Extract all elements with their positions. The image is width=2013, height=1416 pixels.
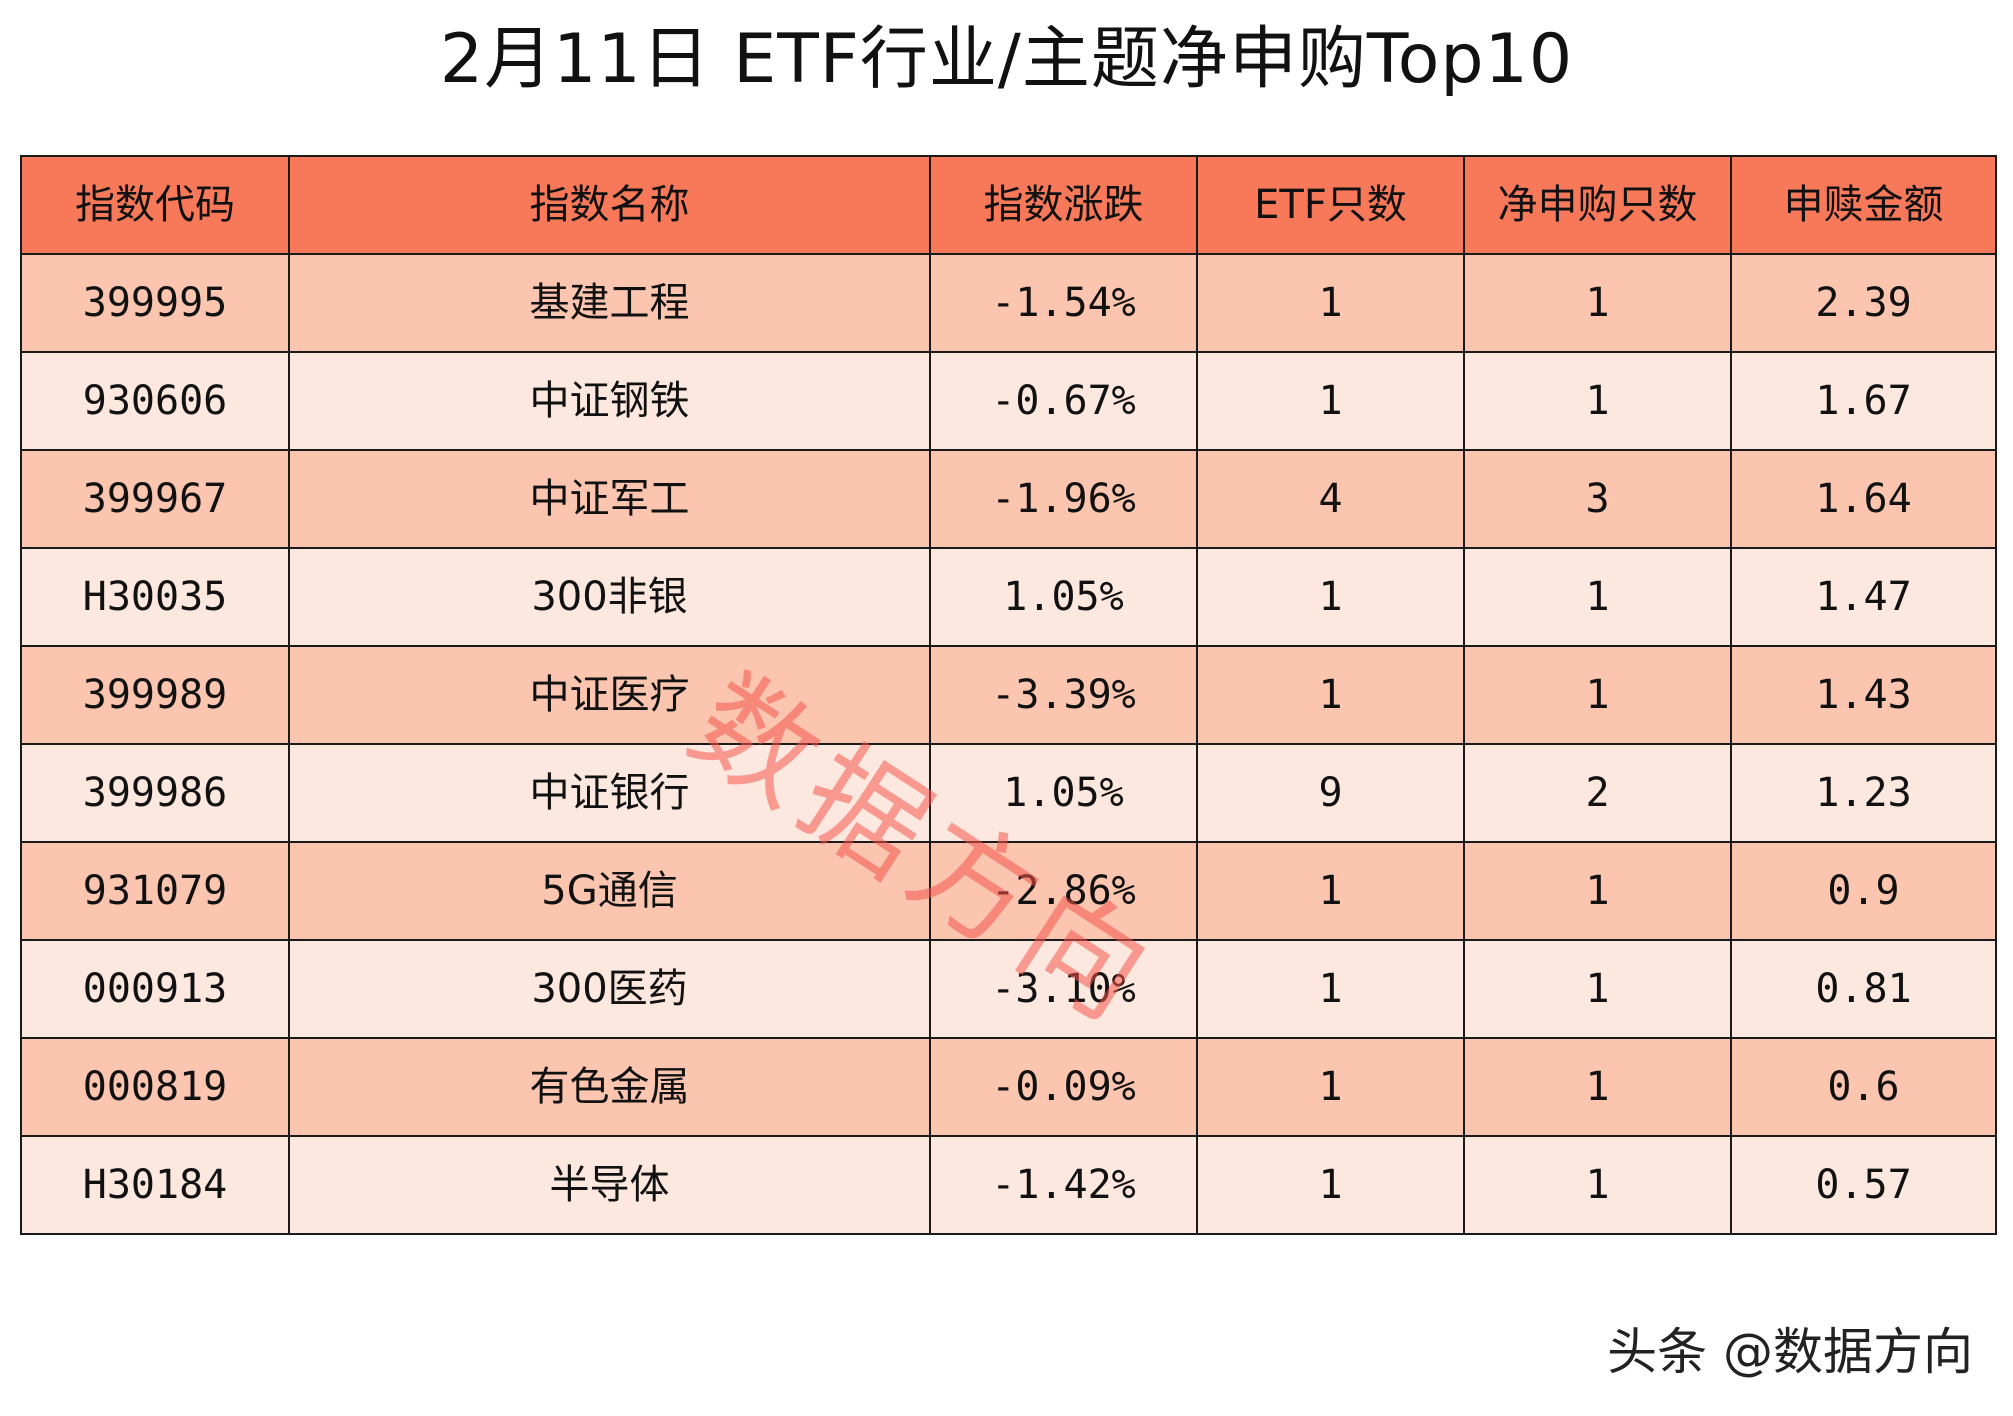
cell-amount: 1.67 <box>1730 351 1997 451</box>
cell-net-count: 1 <box>1463 1135 1732 1235</box>
cell-index-name: 300非银 <box>288 547 931 647</box>
cell-amount: 1.43 <box>1730 645 1997 745</box>
cell-net-count: 2 <box>1463 743 1732 843</box>
table-row: 399995 基建工程 -1.54% 1 1 2.39 <box>20 253 1997 353</box>
table-body: 399995 基建工程 -1.54% 1 1 2.39 930606 中证钢铁 -0.67% 1 1… <box>20 253 1997 1235</box>
cell-net-count: 1 <box>1463 253 1732 353</box>
cell-index-code: 399967 <box>20 449 290 549</box>
cell-index-change: -1.96% <box>929 449 1198 549</box>
cell-index-name: 300医药 <box>288 939 931 1039</box>
table-row: 399986 中证银行 1.05% 9 2 1.23 <box>20 743 1997 843</box>
table-row: 399989 中证医疗 -3.39% 1 1 1.43 <box>20 645 1997 745</box>
column-header-change: 指数涨跌 <box>929 155 1198 255</box>
cell-amount: 1.47 <box>1730 547 1997 647</box>
cell-index-change: -1.54% <box>929 253 1198 353</box>
cell-index-change: -2.86% <box>929 841 1198 941</box>
cell-index-change: -1.42% <box>929 1135 1198 1235</box>
cell-net-count: 1 <box>1463 939 1732 1039</box>
cell-index-name: 中证银行 <box>288 743 931 843</box>
source-credit: 头条 @数据方向 <box>1607 1323 1973 1381</box>
table-header-row: 指数代码 指数名称 指数涨跌 ETF只数 净申购只数 申赎金额 <box>20 155 1997 255</box>
cell-net-count: 1 <box>1463 841 1732 941</box>
cell-index-code: H30184 <box>20 1135 290 1235</box>
cell-index-name: 基建工程 <box>288 253 931 353</box>
table-row: H30184 半导体 -1.42% 1 1 0.57 <box>20 1135 1997 1235</box>
cell-etf-count: 1 <box>1196 645 1465 745</box>
cell-etf-count: 1 <box>1196 547 1465 647</box>
cell-index-change: -3.39% <box>929 645 1198 745</box>
cell-index-name: 有色金属 <box>288 1037 931 1137</box>
cell-net-count: 3 <box>1463 449 1732 549</box>
cell-index-code: 399989 <box>20 645 290 745</box>
cell-index-code: 000819 <box>20 1037 290 1137</box>
cell-index-name: 5G通信 <box>288 841 931 941</box>
table-row: 930606 中证钢铁 -0.67% 1 1 1.67 <box>20 351 1997 451</box>
cell-index-change: -0.67% <box>929 351 1198 451</box>
cell-etf-count: 1 <box>1196 1135 1465 1235</box>
cell-index-code: 399995 <box>20 253 290 353</box>
cell-index-change: -0.09% <box>929 1037 1198 1137</box>
cell-index-code: H30035 <box>20 547 290 647</box>
cell-amount: 0.9 <box>1730 841 1997 941</box>
cell-net-count: 1 <box>1463 547 1732 647</box>
cell-index-name: 中证医疗 <box>288 645 931 745</box>
table-row: 399967 中证军工 -1.96% 4 3 1.64 <box>20 449 1997 549</box>
cell-etf-count: 9 <box>1196 743 1465 843</box>
column-header-code: 指数代码 <box>20 155 290 255</box>
table-row: 000913 300医药 -3.10% 1 1 0.81 <box>20 939 1997 1039</box>
column-header-net-count: 净申购只数 <box>1463 155 1732 255</box>
column-header-name: 指数名称 <box>288 155 931 255</box>
cell-index-change: 1.05% <box>929 547 1198 647</box>
etf-table: 指数代码 指数名称 指数涨跌 ETF只数 净申购只数 申赎金额 399995 基建… <box>20 155 1997 1235</box>
cell-amount: 0.81 <box>1730 939 1997 1039</box>
cell-etf-count: 1 <box>1196 1037 1465 1137</box>
column-header-etf-count: ETF只数 <box>1196 155 1465 255</box>
table-row: 931079 5G通信 -2.86% 1 1 0.9 <box>20 841 1997 941</box>
cell-index-code: 399986 <box>20 743 290 843</box>
page-title: 2月11日 ETF行业/主题净申购Top10 <box>439 20 1574 99</box>
cell-amount: 0.57 <box>1730 1135 1997 1235</box>
cell-index-name: 半导体 <box>288 1135 931 1235</box>
cell-index-code: 931079 <box>20 841 290 941</box>
cell-net-count: 1 <box>1463 645 1732 745</box>
cell-net-count: 1 <box>1463 1037 1732 1137</box>
cell-amount: 0.6 <box>1730 1037 1997 1137</box>
cell-etf-count: 1 <box>1196 939 1465 1039</box>
cell-etf-count: 1 <box>1196 351 1465 451</box>
cell-index-code: 000913 <box>20 939 290 1039</box>
cell-index-change: -3.10% <box>929 939 1198 1039</box>
cell-etf-count: 4 <box>1196 449 1465 549</box>
cell-etf-count: 1 <box>1196 253 1465 353</box>
cell-index-name: 中证军工 <box>288 449 931 549</box>
cell-amount: 1.23 <box>1730 743 1997 843</box>
cell-amount: 1.64 <box>1730 449 1997 549</box>
cell-net-count: 1 <box>1463 351 1732 451</box>
cell-index-code: 930606 <box>20 351 290 451</box>
cell-etf-count: 1 <box>1196 841 1465 941</box>
table-row: 000819 有色金属 -0.09% 1 1 0.6 <box>20 1037 1997 1137</box>
cell-index-change: 1.05% <box>929 743 1198 843</box>
cell-amount: 2.39 <box>1730 253 1997 353</box>
cell-index-name: 中证钢铁 <box>288 351 931 451</box>
table-row: H30035 300非银 1.05% 1 1 1.47 <box>20 547 1997 647</box>
column-header-amount: 申赎金额 <box>1730 155 1997 255</box>
